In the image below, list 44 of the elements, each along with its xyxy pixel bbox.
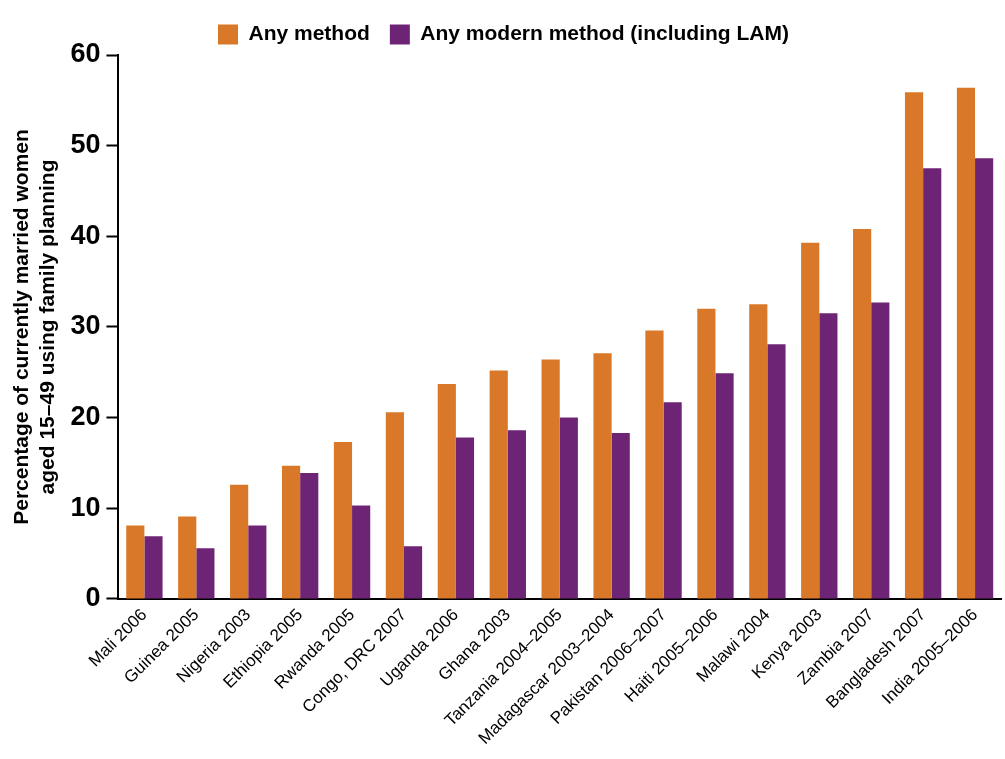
bar bbox=[904, 92, 924, 599]
bar bbox=[801, 242, 820, 599]
legend-label: Any method bbox=[248, 21, 370, 45]
bar bbox=[956, 87, 976, 599]
bar bbox=[871, 302, 890, 599]
bar bbox=[559, 417, 578, 599]
bar bbox=[489, 370, 508, 599]
y-tick-label: 0 bbox=[85, 582, 101, 613]
bar bbox=[144, 536, 163, 599]
bar bbox=[230, 484, 249, 599]
bar bbox=[352, 505, 371, 599]
bar bbox=[281, 465, 301, 599]
bar bbox=[507, 430, 526, 599]
bar bbox=[248, 525, 267, 599]
bar bbox=[663, 402, 682, 599]
bar bbox=[455, 437, 475, 599]
bar bbox=[385, 412, 404, 599]
bar bbox=[819, 313, 838, 599]
y-tick-label: 60 bbox=[70, 38, 101, 69]
bar bbox=[853, 229, 872, 599]
legend-label: Any modern method (including LAM) bbox=[420, 21, 789, 45]
bar bbox=[126, 525, 145, 599]
y-axis-title: Percentage of currently married women aged 15–49 using family planning bbox=[9, 129, 58, 525]
bar bbox=[333, 442, 353, 599]
bar bbox=[196, 548, 215, 599]
bar bbox=[923, 168, 942, 599]
y-tick-label: 40 bbox=[70, 219, 101, 250]
bar bbox=[300, 472, 319, 599]
y-tick-label: 20 bbox=[70, 401, 101, 432]
y-tick-label: 30 bbox=[70, 310, 101, 341]
bar bbox=[403, 546, 423, 599]
bar bbox=[593, 353, 612, 599]
bar bbox=[715, 373, 734, 599]
bar bbox=[611, 433, 630, 599]
bar bbox=[749, 304, 768, 599]
y-tick-label: 10 bbox=[70, 491, 101, 522]
bar bbox=[541, 359, 560, 599]
bar bbox=[178, 516, 197, 599]
y-tick-label: 50 bbox=[70, 129, 101, 160]
bar bbox=[697, 308, 716, 599]
bar bbox=[975, 158, 994, 599]
bar bbox=[437, 384, 456, 599]
bar bbox=[645, 330, 664, 599]
bar bbox=[767, 344, 786, 599]
